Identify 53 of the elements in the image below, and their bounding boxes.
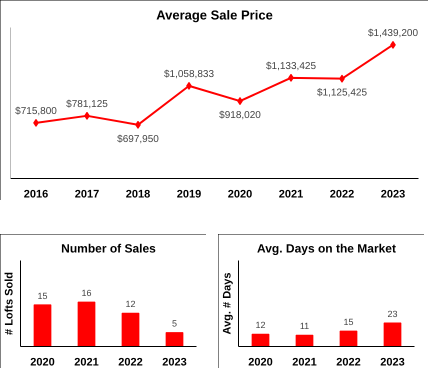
x-tick-label: 2022 xyxy=(118,356,143,368)
y-axis-title: Avg. # Days xyxy=(222,272,234,334)
x-tick-label: 2020 xyxy=(30,356,55,368)
data-label: 15 xyxy=(343,317,354,328)
data-label: 11 xyxy=(300,321,310,332)
x-tick-label: 2023 xyxy=(380,188,406,200)
point xyxy=(186,82,192,90)
bar xyxy=(296,334,314,346)
bar xyxy=(252,334,270,346)
chart-title: Average Sale Price xyxy=(156,8,273,22)
bar xyxy=(166,332,184,346)
data-label: 5 xyxy=(172,318,178,329)
point xyxy=(84,112,90,120)
chart-title: Number of Sales xyxy=(61,242,156,256)
data-label: 12 xyxy=(125,299,136,310)
data-label: 16 xyxy=(81,288,92,298)
x-tick-label: 2018 xyxy=(126,188,150,200)
x-tick-label: 2022 xyxy=(330,188,354,200)
point xyxy=(390,40,396,49)
x-tick-label: 2022 xyxy=(336,356,361,368)
data-label: $715,800 xyxy=(15,106,58,117)
x-tick-label: 2021 xyxy=(278,188,304,200)
x-tick-label: 2021 xyxy=(292,356,317,368)
bar xyxy=(384,322,402,346)
x-tick-label: 2019 xyxy=(176,188,202,200)
chart-title: Avg. Days on the Market xyxy=(257,242,396,256)
data-label: $697,950 xyxy=(117,134,160,145)
x-tick-label: 2017 xyxy=(74,188,100,200)
x-tick-label: 2021 xyxy=(74,356,99,368)
x-tick-label: 2020 xyxy=(228,188,252,200)
bar xyxy=(78,302,96,346)
bar xyxy=(340,330,358,346)
x-tick-label: 2020 xyxy=(248,356,273,368)
bar xyxy=(122,312,140,346)
data-label: 23 xyxy=(387,308,398,319)
data-label: $781,125 xyxy=(66,98,108,110)
point xyxy=(339,74,345,83)
data-label: $1,058,833 xyxy=(164,68,214,80)
bar xyxy=(34,304,52,346)
y-axis-title: # Lofts Sold xyxy=(4,272,16,335)
point xyxy=(135,120,141,129)
point xyxy=(237,97,243,106)
data-label: $918,020 xyxy=(219,110,262,122)
data-label: 12 xyxy=(255,320,266,330)
x-tick-label: 2016 xyxy=(24,188,48,200)
data-label: $1,133,425 xyxy=(266,60,316,72)
x-tick-label: 2023 xyxy=(380,356,405,368)
point xyxy=(288,74,294,82)
data-label: $1,439,200 xyxy=(368,28,418,39)
data-label: 15 xyxy=(37,290,48,301)
data-label: $1,125,425 xyxy=(316,88,368,99)
x-tick-label: 2023 xyxy=(162,356,187,368)
point xyxy=(33,118,39,127)
